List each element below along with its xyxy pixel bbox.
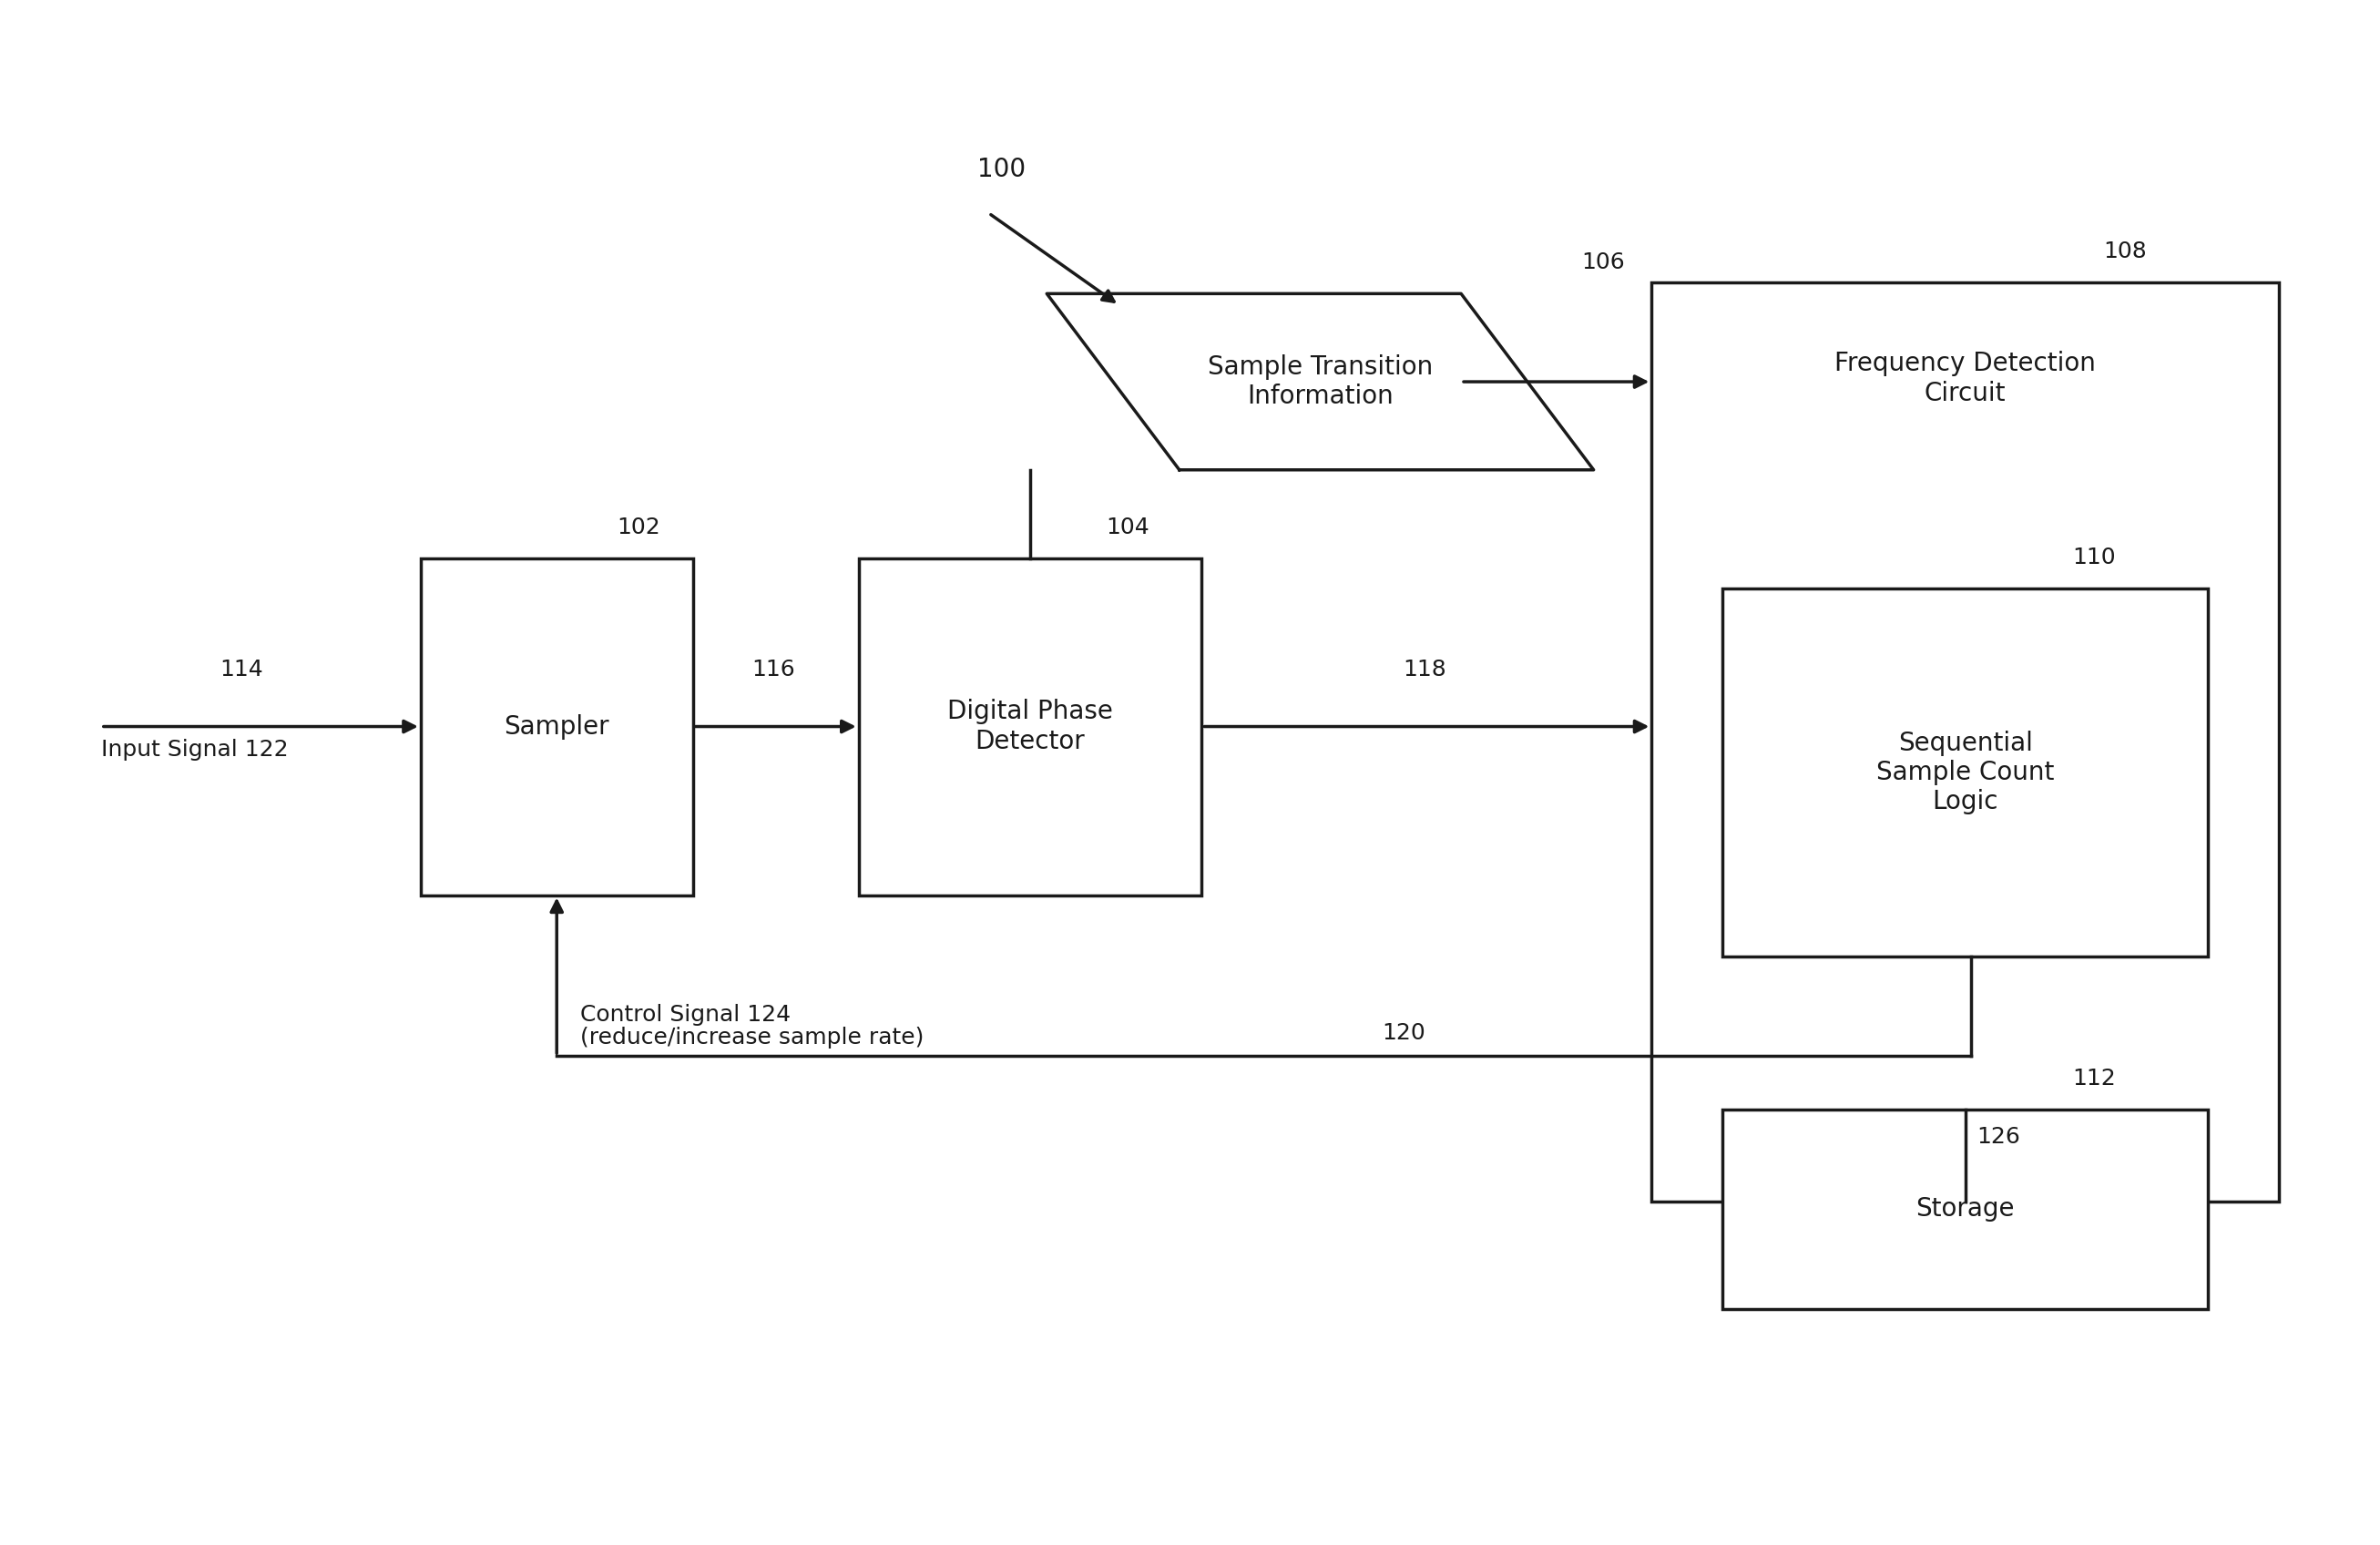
Text: Sequential
Sample Count
Logic: Sequential Sample Count Logic <box>1875 731 2054 814</box>
Text: Control Signal 124: Control Signal 124 <box>581 1003 790 1026</box>
Text: Storage: Storage <box>1916 1196 2016 1222</box>
Text: 120: 120 <box>1383 1021 1426 1044</box>
Bar <box>1723 589 2209 956</box>
Bar <box>1723 1109 2209 1309</box>
Bar <box>1652 283 2280 1202</box>
Text: 118: 118 <box>1404 658 1447 680</box>
Bar <box>421 558 693 895</box>
Text: 116: 116 <box>752 658 795 680</box>
Text: 126: 126 <box>1978 1126 2021 1148</box>
Text: Digital Phase
Detector: Digital Phase Detector <box>947 698 1114 754</box>
Text: 110: 110 <box>2073 547 2116 569</box>
Text: 112: 112 <box>2073 1068 2116 1089</box>
Text: 104: 104 <box>1107 516 1150 538</box>
Text: 106: 106 <box>1583 252 1626 273</box>
Text: 108: 108 <box>2104 241 2147 263</box>
Text: 102: 102 <box>616 516 659 538</box>
Text: Sample Transition
Information: Sample Transition Information <box>1207 354 1433 409</box>
Bar <box>859 558 1202 895</box>
Text: 114: 114 <box>219 658 262 680</box>
Text: Sampler: Sampler <box>505 714 609 740</box>
Polygon shape <box>1047 294 1595 470</box>
Text: Frequency Detection
Circuit: Frequency Detection Circuit <box>1835 351 2097 406</box>
Text: Input Signal 122: Input Signal 122 <box>100 739 288 760</box>
Text: (reduce/increase sample rate): (reduce/increase sample rate) <box>581 1027 923 1049</box>
Text: 100: 100 <box>976 158 1026 182</box>
